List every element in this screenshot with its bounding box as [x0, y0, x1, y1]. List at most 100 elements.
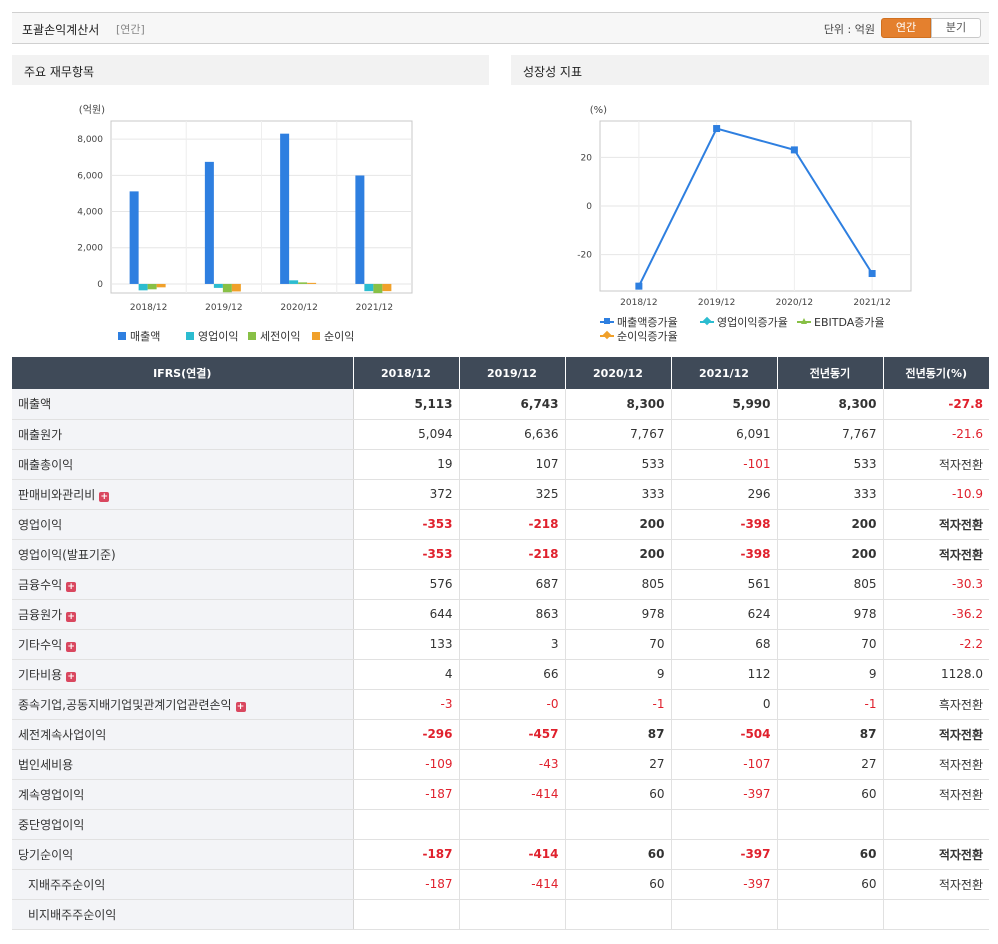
bar-pretax-profit — [373, 283, 383, 294]
bar-operating-profit — [289, 280, 299, 284]
expand-plus-icon[interactable]: + — [66, 641, 77, 652]
expand-plus-icon[interactable]: + — [99, 491, 110, 502]
expand-plus-icon[interactable]: + — [66, 671, 77, 682]
legend-label: 순이익 — [324, 330, 355, 343]
legend-item[interactable]: 세전이익 — [248, 328, 300, 344]
expand-plus-icon[interactable]: + — [66, 581, 77, 592]
legend-swatch — [312, 332, 320, 340]
value-cell: -398 — [671, 539, 778, 570]
table-row: 기타비용 +4 66 9 112 9 1128.0 — [12, 659, 989, 690]
column-header: 2021/12 — [671, 357, 778, 389]
column-header: 2020/12 — [565, 357, 672, 389]
value-cell: 70 — [565, 629, 672, 660]
value-cell: 적자전환 — [883, 539, 989, 570]
value-cell: 978 — [777, 599, 884, 630]
row-label-cell: 종속기업,공동지배기업및관계기업관련손익 + — [12, 689, 354, 720]
value-cell: 200 — [777, 539, 884, 570]
tab-quarter[interactable]: 분기 — [931, 18, 981, 38]
x-tick-label: 2018/12 — [130, 303, 167, 313]
value-cell: 6,743 — [459, 389, 566, 420]
legend-item[interactable]: 순이익증가율 — [600, 328, 678, 344]
row-label: 매출액 — [18, 397, 52, 412]
y-tick-label: 4,000 — [77, 208, 103, 218]
row-label-cell: 매출원가 — [12, 419, 354, 450]
row-label-cell: 매출총이익 — [12, 449, 354, 480]
tab-annual[interactable]: 연간 — [881, 18, 931, 38]
y-axis-label: (%) — [590, 105, 607, 116]
value-cell — [883, 809, 989, 840]
value-cell: 6,636 — [459, 419, 566, 450]
value-cell: 60 — [565, 779, 672, 810]
row-label-cell: 중단영업이익 — [12, 809, 354, 840]
value-cell — [459, 899, 566, 930]
value-cell: 107 — [459, 449, 566, 480]
value-cell: -2.2 — [883, 629, 989, 660]
value-cell: 적자전환 — [883, 839, 989, 870]
value-cell: 112 — [671, 659, 778, 690]
value-cell: 863 — [459, 599, 566, 630]
value-cell: -1 — [565, 689, 672, 720]
row-label-cell: 기타수익 + — [12, 629, 354, 660]
y-tick-label: 6,000 — [77, 171, 103, 181]
value-cell: 적자전환 — [883, 749, 989, 780]
legend-marker-icon — [700, 316, 714, 326]
financial-items-bar-chart: 8,000 6,000 4,000 2,000 0 (억원) 2018/12 2019/12 2… — [77, 104, 413, 313]
data-point — [635, 282, 643, 290]
value-cell: 적자전환 — [883, 509, 989, 540]
row-label: 매출총이익 — [18, 457, 74, 472]
value-cell — [565, 809, 672, 840]
value-cell: 8,300 — [565, 389, 672, 420]
legend-item[interactable]: 매출액 — [118, 328, 160, 344]
value-cell: 805 — [565, 569, 672, 600]
row-label-cell: 비지배주주순이익 — [12, 899, 354, 930]
bar-pretax-profit — [222, 283, 232, 293]
data-point — [713, 125, 721, 133]
value-cell: 87 — [777, 719, 884, 750]
value-cell: 적자전환 — [883, 869, 989, 900]
value-cell: 5,990 — [671, 389, 778, 420]
statement-title: 포괄손익계산서 — [22, 23, 100, 37]
unit-label: 단위 : 억원 — [823, 23, 875, 36]
expand-plus-icon[interactable]: + — [235, 701, 246, 712]
value-cell: -397 — [671, 869, 778, 900]
value-cell: -30.3 — [883, 569, 989, 600]
value-cell: 687 — [459, 569, 566, 600]
table-row: 세전계속사업이익 -296 -457 87 -504 87 적자전환 — [12, 719, 989, 750]
value-cell: 60 — [565, 869, 672, 900]
legend-item[interactable]: 매출액증가율 — [600, 314, 678, 330]
value-cell: -414 — [459, 779, 566, 810]
table-row: 지배주주순이익 -187 -414 60 -397 60 적자전환 — [12, 869, 989, 900]
row-label-cell: 당기순이익 — [12, 839, 354, 870]
legend-item[interactable]: EBITDA증가율 — [797, 314, 885, 330]
value-cell: 372 — [353, 479, 460, 510]
x-tick-label: 2020/12 — [280, 303, 317, 313]
column-header: IFRS(연결) — [12, 357, 354, 389]
legend-swatch — [118, 332, 126, 340]
value-cell: -414 — [459, 869, 566, 900]
data-point — [868, 270, 876, 278]
table-row: 법인세비용 -109 -43 27 -107 27 적자전환 — [12, 749, 989, 780]
legend-item[interactable]: 영업이익 — [186, 328, 238, 344]
bar-revenue — [280, 133, 290, 284]
expand-plus-icon[interactable]: + — [66, 611, 77, 622]
row-label-cell: 판매비와관리비 + — [12, 479, 354, 510]
legend-label: 매출액증가율 — [617, 316, 678, 329]
bar-net-profit — [156, 283, 166, 288]
value-cell: -397 — [671, 779, 778, 810]
value-cell: 60 — [777, 839, 884, 870]
value-cell: 3 — [459, 629, 566, 660]
legend-item[interactable]: 순이익 — [312, 328, 354, 344]
row-label: 중단영업이익 — [18, 817, 85, 832]
bar-chart-legend: 매출액 영업이익 세전이익 순이익 — [118, 328, 488, 344]
value-cell: -218 — [459, 509, 566, 540]
value-cell: 7,767 — [565, 419, 672, 450]
value-cell: 70 — [777, 629, 884, 660]
row-label: 금융수익 — [18, 577, 63, 592]
value-cell: -36.2 — [883, 599, 989, 630]
legend-marker-dot — [602, 330, 612, 340]
legend-marker-icon — [797, 318, 811, 324]
table-row: 금융수익 +576 687 805 561 805 -30.3 — [12, 569, 989, 600]
value-cell: 4 — [353, 659, 460, 690]
legend-item[interactable]: 영업이익증가율 — [700, 314, 788, 330]
